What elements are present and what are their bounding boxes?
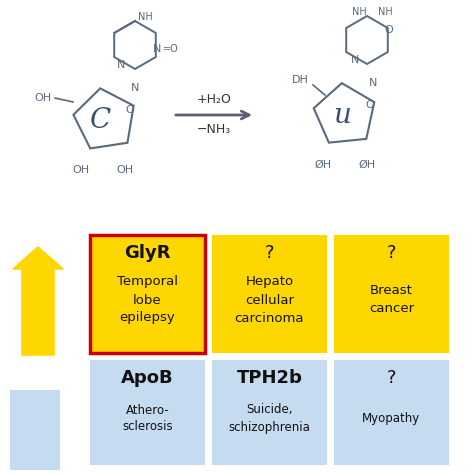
Bar: [90, 360, 205, 465]
Text: OH: OH: [73, 165, 90, 175]
FancyArrow shape: [13, 247, 63, 355]
Bar: [212, 360, 327, 465]
Text: OH: OH: [117, 165, 134, 175]
Text: O: O: [365, 100, 374, 110]
Text: O: O: [126, 105, 134, 115]
Text: N: N: [369, 78, 377, 88]
Text: NH: NH: [137, 12, 152, 22]
Text: OH: OH: [35, 93, 52, 103]
Text: +H₂O: +H₂O: [197, 92, 231, 106]
Text: TPH2b: TPH2b: [237, 369, 302, 387]
Text: ?: ?: [265, 244, 274, 262]
Text: ApoB: ApoB: [121, 369, 174, 387]
Text: −NH₃: −NH₃: [197, 122, 231, 136]
Text: C: C: [91, 107, 111, 134]
Text: Temporal
lobe
epilepsy: Temporal lobe epilepsy: [117, 275, 178, 325]
Text: N: N: [153, 44, 161, 54]
Bar: [90, 235, 205, 353]
Text: ØH: ØH: [358, 160, 375, 170]
Text: Breast
cancer: Breast cancer: [369, 284, 414, 316]
Bar: [334, 235, 449, 353]
Text: Suicide,
schizophrenia: Suicide, schizophrenia: [228, 403, 310, 434]
Text: u: u: [333, 101, 351, 128]
Text: DH: DH: [292, 75, 309, 85]
Text: GlyR: GlyR: [124, 244, 171, 262]
Text: NH: NH: [378, 7, 392, 17]
Text: NH: NH: [352, 7, 366, 17]
Text: N: N: [117, 60, 125, 70]
Bar: [334, 360, 449, 465]
Text: =O: =O: [163, 44, 179, 54]
Text: ?: ?: [387, 244, 396, 262]
Text: N: N: [351, 55, 359, 65]
Text: ?: ?: [387, 369, 396, 387]
Text: Hepato
cellular
carcinoma: Hepato cellular carcinoma: [235, 275, 304, 325]
Text: O: O: [384, 25, 393, 35]
Text: ØH: ØH: [314, 160, 331, 170]
Bar: [10, 390, 60, 470]
Text: Athero-
sclerosis: Athero- sclerosis: [122, 403, 173, 434]
Text: N: N: [131, 83, 139, 93]
Text: Myopathy: Myopathy: [363, 412, 420, 425]
Bar: [212, 235, 327, 353]
